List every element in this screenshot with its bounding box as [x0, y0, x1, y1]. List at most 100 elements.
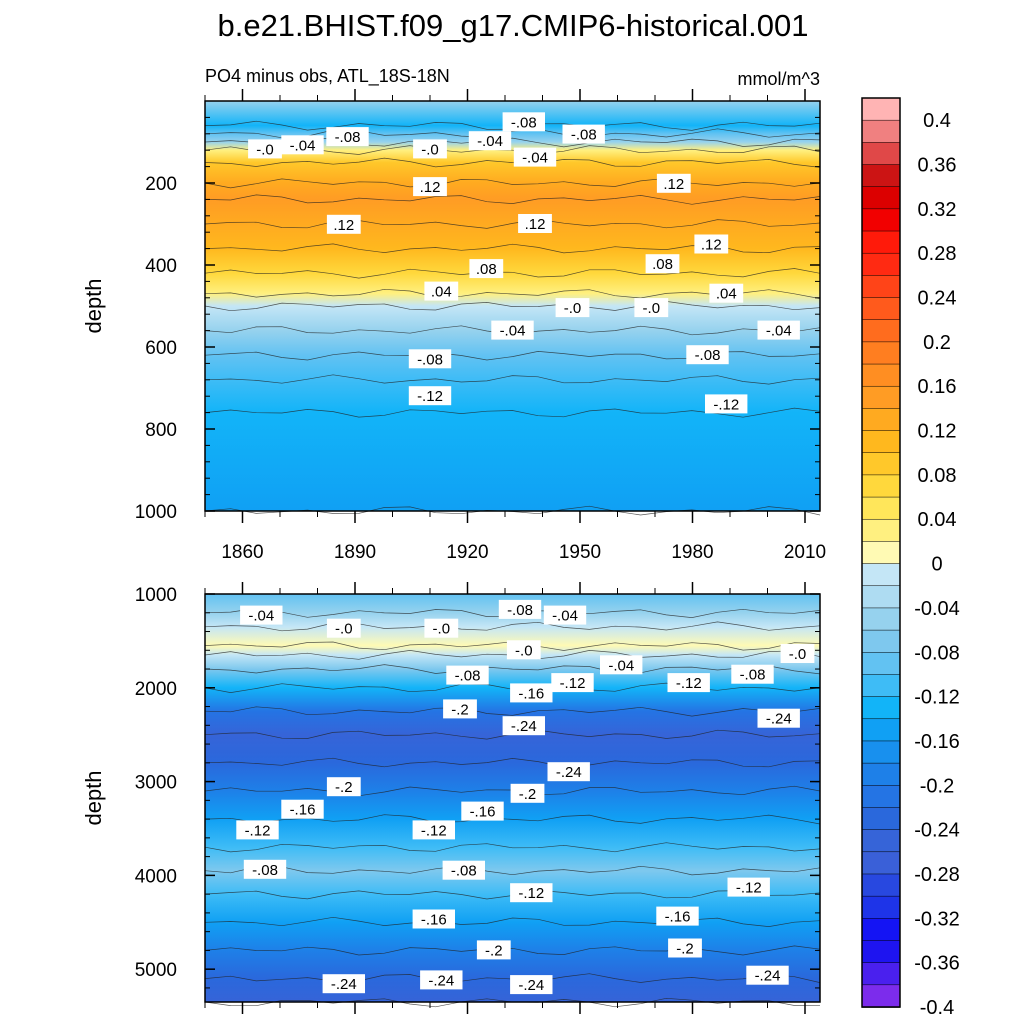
- colorbar-swatch: [861, 541, 901, 565]
- contour-label-text: .12: [333, 217, 354, 234]
- contour-label-background: [236, 820, 279, 840]
- lower-contour-label: -.04: [600, 655, 643, 675]
- units-label: mmol/m^3: [738, 69, 820, 89]
- contour-label-text: -.12: [676, 675, 702, 692]
- contour-label-text: .04: [431, 284, 452, 301]
- contour-label-background: [502, 112, 545, 132]
- upper-contour-line: [204, 268, 821, 279]
- colorbar-label: 0.08: [918, 465, 957, 487]
- contour-label-text: -.04: [766, 323, 792, 340]
- contour-label-background: [469, 259, 504, 279]
- contour-label-text: -.2: [335, 779, 353, 796]
- upper-contour-label: -.04: [757, 320, 800, 340]
- contour-label-background: [656, 173, 691, 193]
- upper-contour-label: -.04: [491, 320, 534, 340]
- colorbar-label: -0.08: [914, 642, 960, 664]
- contour-label-text: -.04: [477, 133, 503, 150]
- upper-contour-label: -.04: [513, 147, 557, 167]
- colorbar-swatch: [861, 918, 901, 942]
- colorbar-label: 0.16: [918, 376, 957, 398]
- lower-contour-labels: -.04 -.0 -.0 -.08 -.04 -.0 -.04 -.0 -.08 -.16 -.12…: [236, 599, 815, 995]
- upper-contour-label: .12: [518, 214, 552, 233]
- lower-contour-label: -.16: [510, 683, 553, 703]
- contour-label-text: -.08: [455, 668, 481, 685]
- upper-contour-label: -.08: [408, 349, 452, 369]
- contour-label-text: -.12: [736, 880, 762, 897]
- lower-contour-label: -.24: [502, 716, 545, 736]
- contour-label-text: -.0: [335, 621, 353, 638]
- contour-label-background: [442, 860, 485, 880]
- colorbar-swatch: [861, 341, 901, 365]
- contour-label-background: [600, 655, 643, 675]
- colorbar-swatch: [861, 652, 901, 676]
- contour-label-background: [424, 281, 459, 301]
- contour-label-background: [240, 605, 283, 625]
- lower-contour-label: -.24: [547, 762, 590, 782]
- lower-panel-frame: [204, 593, 821, 1003]
- colorbar-label: -0.4: [920, 997, 954, 1019]
- contour-label-background: [408, 386, 452, 406]
- lower-contour-label: -.12: [412, 820, 455, 840]
- contour-label-background: [408, 349, 452, 369]
- colorbar-swatch: [861, 696, 901, 720]
- lower-contour-label: -.04: [240, 605, 283, 625]
- colorbar-swatch: [861, 674, 901, 698]
- colorbar-swatch: [861, 585, 901, 609]
- contour-label-text: .04: [716, 286, 737, 303]
- colorbar-swatch: [861, 363, 901, 387]
- lower-contour-label: -.24: [757, 708, 800, 728]
- contour-label-text: -.2: [485, 942, 503, 959]
- colorbar-label: -0.16: [914, 731, 960, 753]
- lower-contour-line: [204, 621, 821, 632]
- lower-contour-label: -.12: [551, 673, 594, 693]
- colorbar-swatch: [861, 607, 901, 631]
- lower-contour-label: -.12: [510, 883, 553, 903]
- contour-label-background: [667, 673, 710, 693]
- colorbar-label: -0.04: [914, 598, 960, 620]
- colorbar-swatch: [861, 142, 901, 166]
- upper-contour-label: .12: [694, 234, 729, 254]
- contour-label-background: [727, 877, 770, 897]
- contour-label-text: -.08: [335, 129, 361, 146]
- lower-contour-label: -.16: [461, 801, 504, 821]
- lower-contour-label: -.16: [281, 799, 324, 819]
- x-tick-label: 1980: [671, 542, 713, 563]
- lower-contour-label: -.08: [498, 599, 542, 619]
- upper-contour-label: -.0: [248, 139, 282, 159]
- contour-label-text: -.04: [290, 137, 316, 154]
- lower-contour-label: -.2: [326, 777, 361, 797]
- contour-label-background: [476, 940, 511, 960]
- colorbar: 0.4 0.36 0.32 0.28 0.24 0.2 0.16 0.12 0.08 0.04 0 -…: [861, 97, 960, 1019]
- colorbar-label: -0.28: [914, 864, 960, 886]
- contour-label-background: [326, 777, 361, 797]
- x-tick-label: 1920: [446, 542, 488, 563]
- lower-contour-label: -.16: [412, 909, 455, 929]
- colorbar-label: 0.4: [923, 110, 951, 132]
- contour-label-text: -.0: [515, 642, 533, 659]
- lower-contour-line: [204, 916, 821, 927]
- colorbar-swatch: [861, 430, 901, 454]
- contour-label-text: -.24: [428, 972, 454, 989]
- lower-contour-label: -.24: [420, 970, 463, 990]
- contour-label-text: -.12: [560, 675, 586, 692]
- colorbar-swatch: [861, 629, 901, 654]
- colorbar-swatch: [861, 474, 901, 498]
- colorbar-swatch: [861, 297, 901, 321]
- colorbar-label: -0.2: [920, 775, 954, 797]
- contour-label-background: [543, 605, 587, 625]
- contour-label-background: [502, 716, 545, 736]
- lower-contour-label: -.2: [668, 938, 702, 958]
- contour-label-text: -.04: [500, 323, 526, 340]
- y-tick-label: 5000: [135, 960, 177, 981]
- contour-label-text: .08: [652, 256, 673, 273]
- lower-contour-label: -.24: [322, 974, 365, 994]
- lower-contour-label: -.24: [510, 975, 553, 995]
- colorbar-swatch: [861, 873, 901, 897]
- contour-label-background: [326, 214, 361, 234]
- contour-label-background: [498, 599, 542, 619]
- colorbar-swatch: [861, 164, 901, 188]
- lower-contour-label: -.12: [727, 877, 770, 897]
- contour-label-background: [412, 820, 455, 840]
- contour-label-text: -.24: [518, 977, 544, 994]
- y-tick-label: 600: [145, 338, 177, 359]
